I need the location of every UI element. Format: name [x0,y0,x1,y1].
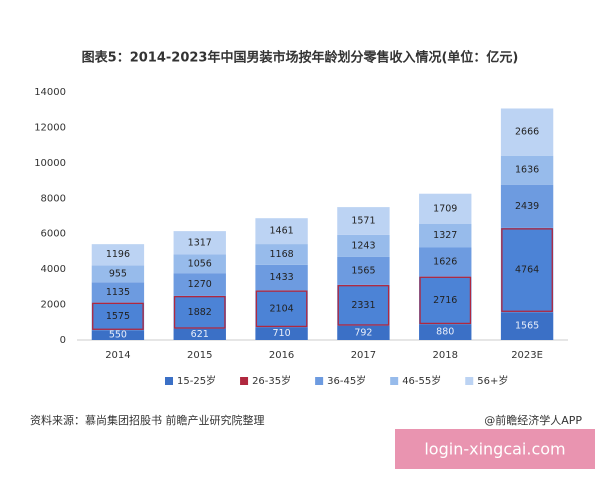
value-label: 1461 [269,226,293,237]
value-label: 621 [191,329,209,340]
value-label: 1626 [433,256,457,267]
x-tick-label: 2018 [433,350,458,361]
bar-segment [500,155,554,185]
bar-segment [337,234,390,257]
bar-segment [255,218,308,245]
bar-segment [500,312,554,340]
bar-segment [173,231,226,255]
value-label: 1433 [269,272,293,283]
x-tick-label: 2017 [351,350,376,361]
bar-segment [337,207,390,235]
legend-swatch [165,377,173,385]
highlight-box [255,290,308,328]
legend-label: 26-35岁 [252,374,291,387]
bar-segment [255,290,308,328]
bar-segment [419,324,472,340]
x-tick-label: 2023E [511,350,543,361]
value-label: 880 [436,327,454,338]
bar-segment [419,193,472,224]
value-label: 4764 [515,265,539,276]
x-tick-label: 2016 [269,350,294,361]
bar-segment [419,276,472,325]
value-label: 1575 [106,311,130,322]
credit: @前瞻经济学人APP [484,413,582,427]
value-label: 1882 [188,307,212,318]
y-tick-label: 14000 [34,87,66,98]
y-tick-label: 2000 [41,300,66,311]
y-tick-label: 6000 [41,229,66,240]
y-tick-label: 0 [60,335,66,346]
legend-label: 36-45岁 [327,374,366,387]
legend-swatch [240,377,249,385]
value-label: 2666 [515,127,539,138]
y-tick-label: 10000 [34,158,66,169]
y-tick-label: 4000 [41,264,66,275]
value-label: 1196 [106,249,130,260]
watermark-box [395,429,595,469]
value-label: 1243 [351,240,375,251]
x-tick-label: 2015 [187,350,212,361]
bar-segment [173,254,226,274]
value-label: 1565 [515,321,539,332]
highlight-box [173,296,226,329]
value-label: 2716 [433,295,457,306]
bar-segment [91,244,145,266]
bar-segment [419,247,472,277]
bar-segment [500,184,554,228]
value-label: 1317 [188,237,212,248]
x-tick-label: 2014 [105,350,130,361]
bar-segment [91,282,145,303]
source: 资料来源：慕尚集团招股书 前瞻产业研究院整理 [30,413,265,427]
legend-swatch [315,377,324,385]
bar-segment [91,302,145,331]
value-label: 1270 [188,279,212,290]
value-label: 1709 [433,203,457,214]
legend-label: 56+岁 [477,374,508,387]
value-label: 1636 [515,165,539,176]
bar-segment [173,273,226,296]
value-label: 550 [109,330,127,341]
highlight-box [419,276,472,325]
bar-segment [173,328,226,340]
value-label: 1571 [351,216,375,227]
legend-label: 15-25岁 [177,374,216,387]
y-tick-label: 8000 [41,193,66,204]
value-label: 1327 [433,230,457,241]
legend-label: 46-55岁 [402,374,441,387]
bar-segment [419,223,472,248]
value-label: 1056 [188,258,212,269]
bar-segment [500,108,554,156]
chart-title: 图表5：2014-2023年中国男装市场按年龄划分零售收入情况(单位：亿元) [82,50,519,66]
watermark: login-xingcai.com [424,440,565,459]
value-label: 710 [273,328,291,339]
legend-swatch [390,377,399,385]
bar-segment [255,244,308,265]
bar-segment [500,227,554,313]
bar-segment [337,284,390,326]
highlight-box [92,302,144,330]
value-label: 2331 [351,300,375,311]
value-label: 792 [354,327,372,338]
bar-segment [255,327,308,340]
value-label: 2439 [515,201,539,212]
value-label: 2104 [269,303,293,314]
y-tick-label: 12000 [34,122,66,133]
value-label: 1168 [269,249,293,260]
value-label: 1135 [106,287,130,298]
bar-segment [91,330,145,340]
highlight-box [337,285,390,326]
bar-segment [173,295,226,329]
bar-segment [337,325,390,340]
value-label: 955 [109,268,127,279]
legend-swatch [465,377,474,385]
bar-segment [255,264,308,291]
highlight-box [501,228,553,312]
value-label: 1565 [351,265,375,276]
bar-segment [337,256,390,285]
bar-segment [91,265,145,283]
